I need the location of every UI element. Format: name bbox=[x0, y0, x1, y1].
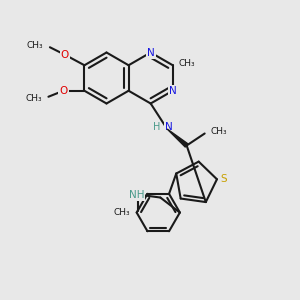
Polygon shape bbox=[167, 129, 188, 147]
Text: N: N bbox=[169, 86, 177, 96]
Text: O: O bbox=[59, 86, 68, 96]
Text: N: N bbox=[147, 47, 154, 58]
Text: S: S bbox=[220, 174, 227, 184]
Text: CH₃: CH₃ bbox=[178, 59, 195, 68]
Text: NH: NH bbox=[129, 190, 144, 200]
Text: CH₃: CH₃ bbox=[114, 208, 130, 217]
Text: N: N bbox=[165, 122, 172, 133]
Text: O: O bbox=[61, 50, 69, 60]
Text: CH₃: CH₃ bbox=[211, 128, 227, 136]
Text: CH₃: CH₃ bbox=[25, 94, 42, 103]
Text: H: H bbox=[153, 122, 160, 133]
Text: CH₃: CH₃ bbox=[27, 41, 43, 50]
